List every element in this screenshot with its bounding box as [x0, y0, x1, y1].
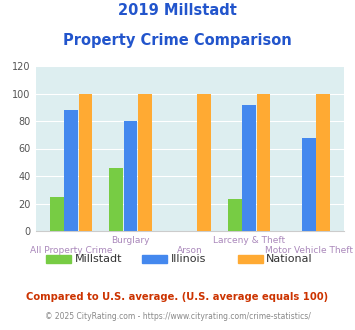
Bar: [257, 93, 271, 231]
Text: All Property Crime: All Property Crime: [30, 246, 113, 255]
Bar: [242, 105, 256, 231]
Bar: [316, 93, 330, 231]
Bar: [50, 197, 64, 231]
Bar: [109, 168, 123, 231]
Text: National: National: [266, 254, 313, 264]
Text: 2019 Millstadt: 2019 Millstadt: [118, 3, 237, 18]
Text: Millstadt: Millstadt: [75, 254, 122, 264]
Bar: [138, 93, 152, 231]
Text: Larceny & Theft: Larceny & Theft: [213, 236, 285, 245]
Bar: [124, 121, 137, 231]
Text: Burglary: Burglary: [111, 236, 150, 245]
Text: © 2025 CityRating.com - https://www.cityrating.com/crime-statistics/: © 2025 CityRating.com - https://www.city…: [45, 312, 310, 321]
Text: Compared to U.S. average. (U.S. average equals 100): Compared to U.S. average. (U.S. average …: [26, 292, 329, 302]
Text: Arson: Arson: [177, 246, 203, 255]
Bar: [228, 199, 242, 231]
Text: Illinois: Illinois: [170, 254, 206, 264]
Bar: [197, 93, 211, 231]
Text: Motor Vehicle Theft: Motor Vehicle Theft: [265, 246, 353, 255]
Bar: [78, 93, 92, 231]
Text: Property Crime Comparison: Property Crime Comparison: [63, 33, 292, 48]
Bar: [302, 138, 316, 231]
Bar: [64, 110, 78, 231]
